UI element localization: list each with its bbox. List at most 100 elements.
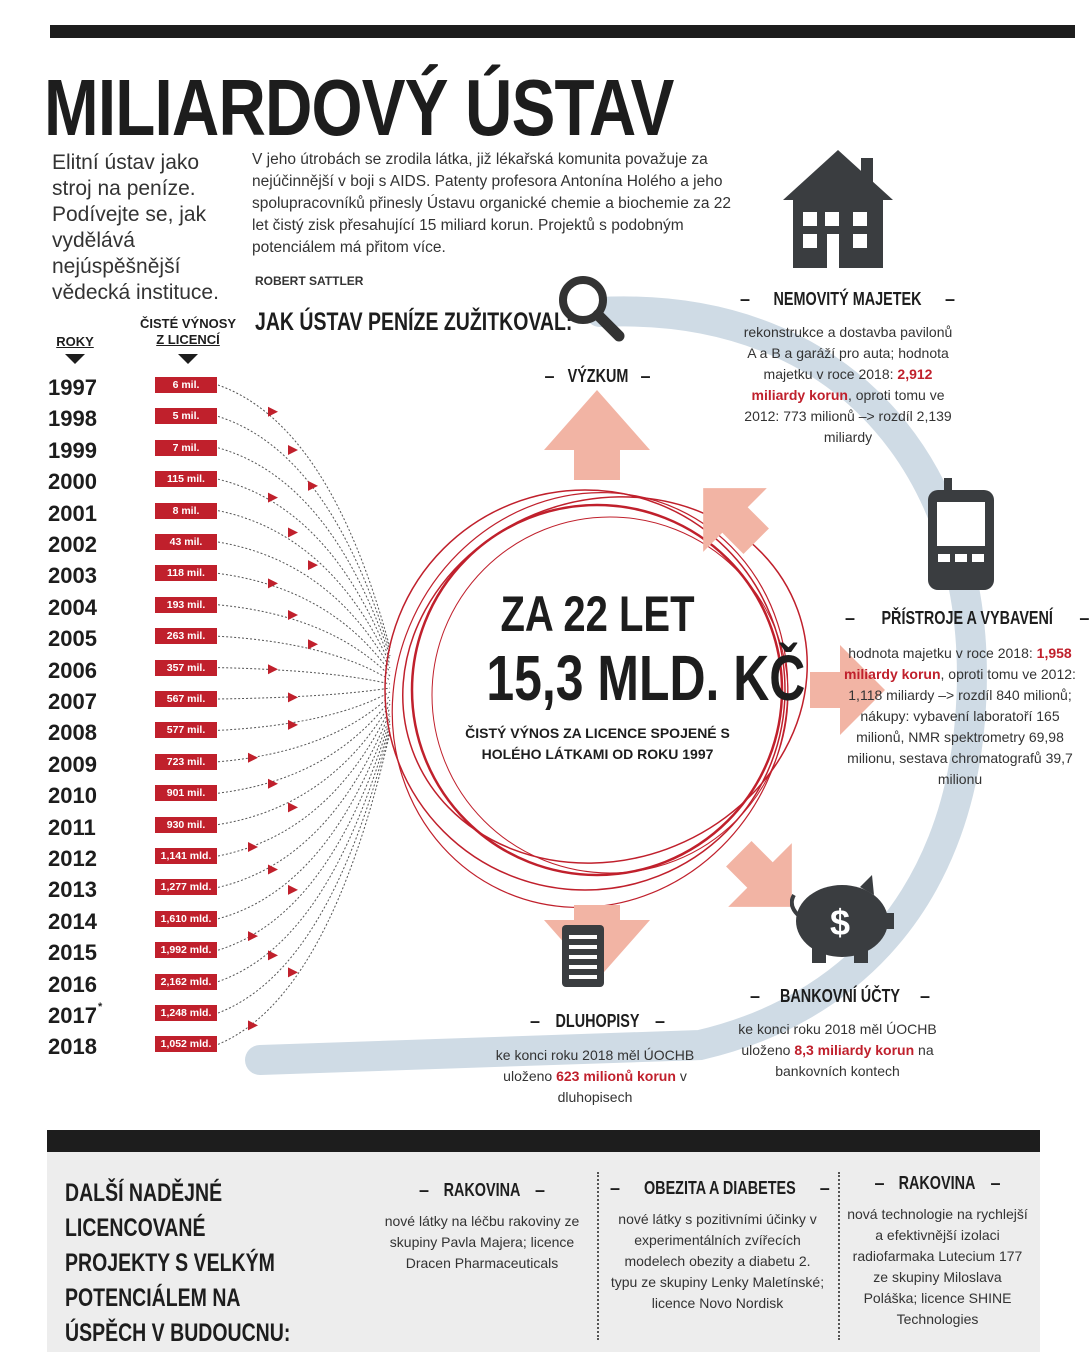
project-card: – RAKOVINA – nová technologie na rychlej…: [845, 1173, 1030, 1330]
year-label: 2005: [48, 626, 97, 652]
house-icon: [783, 150, 893, 268]
income-value-tag: 43 mil.: [155, 534, 217, 550]
bottom-panel: [47, 1152, 1040, 1352]
year-label: 2013: [48, 877, 97, 903]
flow-graphic: [217, 296, 987, 1075]
years-column-header: ROKY: [44, 334, 106, 350]
equipment-highlight: 1,958 miliardy korun: [844, 645, 1072, 682]
connector-arrowhead: [288, 719, 298, 730]
income-value-tag: 930 mil.: [155, 816, 217, 833]
connector-arrowhead: [288, 609, 298, 620]
income-value-tag: 8 mil.: [155, 502, 217, 519]
years-down-arrow-icon: [65, 354, 85, 364]
top-rule: [50, 25, 1075, 38]
income-value-tag: 1,141 mld.: [155, 848, 217, 864]
income-value-tag: 1,248 mld.: [155, 1005, 217, 1021]
years-label: ROKY: [56, 334, 94, 349]
equipment-body-text-a: hodnota majetku v roce 2018:: [848, 645, 1033, 661]
year-label: 2018: [48, 1034, 97, 1060]
bank-body-text-a: ke konci roku 2018 měl ÚOCHB uloženo: [738, 1021, 937, 1058]
bank-title: – BANKOVNÍ ÚČTY –: [749, 986, 931, 1006]
year-label: 2011: [48, 814, 96, 840]
income-value-tag: 193 mil.: [155, 596, 217, 613]
project-divider: [597, 1172, 599, 1340]
year-label: 1999: [48, 437, 97, 463]
equipment-body: hodnota majetku v roce 2018: 1,958 milia…: [840, 643, 1080, 790]
connector-arrowhead: [288, 692, 298, 703]
year-label: 2006: [48, 657, 97, 683]
property-highlight: 2,912 miliardy korun: [751, 366, 933, 403]
year-label: 2014: [48, 908, 97, 934]
connector-arrowhead: [288, 802, 298, 813]
bank-body-text-b: na bankovních kontech: [775, 1042, 934, 1079]
author-byline: ROBERT SATTLER: [255, 274, 364, 288]
bonds-title: – DLUHOPISY –: [529, 1011, 666, 1031]
income-value-tag: 6 mil.: [155, 377, 217, 393]
phone-icon: [928, 478, 994, 590]
bank-highlight: 8,3 miliardy korun: [794, 1042, 915, 1058]
connector-line: [217, 691, 391, 731]
bonds-highlight: 623 milionů korun: [556, 1068, 676, 1084]
connector-line: [217, 510, 391, 665]
income-value-tag: 2,162 mld.: [155, 973, 217, 990]
connector-arrowhead: [268, 578, 278, 589]
year-label: 2002: [48, 532, 97, 557]
equipment-title: – PŘÍSTROJE A VYBAVENÍ –: [845, 608, 1090, 628]
property-title: – NEMOVITÝ MAJETEK –: [740, 289, 956, 309]
connector-line: [217, 727, 391, 1014]
center-circles: [384, 489, 808, 909]
equipment-title-text: PŘÍSTROJE A VYBAVENÍ: [881, 608, 1053, 628]
project-body: nové látky na léčbu rakoviny ze skupiny …: [384, 1213, 580, 1271]
connector-arrowhead: [268, 778, 278, 789]
income-down-arrow-icon: [178, 354, 198, 364]
property-body-text-a: rekonstrukce a dostavba pavilonů A a B a…: [743, 324, 953, 382]
section-heading: JAK ÚSTAV PENÍZE ZUŽITKOVAL:: [255, 308, 573, 336]
income-value-tag: 1,052 mld.: [155, 1036, 217, 1053]
connector-line: [217, 447, 391, 657]
connector-arrowhead: [268, 492, 278, 503]
connector-line: [217, 384, 391, 649]
connector-arrowhead: [288, 967, 298, 978]
connector-arrowhead: [268, 864, 278, 875]
income-value-tag: 577 mil.: [155, 722, 217, 739]
connector-line: [217, 478, 391, 661]
year-label: 2009: [48, 751, 97, 777]
center-period: ZA 22 LET: [500, 586, 695, 642]
connector-arrowhead: [248, 841, 258, 852]
connector-arrowhead: [248, 1020, 258, 1031]
connector-arrowhead: [288, 527, 298, 538]
bank-body: ke konci roku 2018 měl ÚOCHB uloženo 8,3…: [730, 1019, 945, 1082]
income-value-tag: 723 mil.: [155, 753, 217, 770]
connector-line: [217, 703, 391, 826]
connector-arrowhead: [308, 639, 318, 650]
equipment-body-text-b: , oproti tomu ve 2012: 1,118 miliardy –>…: [847, 666, 1076, 787]
piggy-bank-icon: $: [790, 875, 894, 963]
connector-arrowhead: [268, 664, 278, 675]
project-title: RAKOVINA: [899, 1173, 976, 1193]
income-label-2: Z LICENCÍ: [156, 332, 220, 347]
bonds-body-text-a: ke konci roku 2018 měl ÚOCHB uloženo: [495, 1047, 695, 1084]
income-value-tag: 118 mil.: [155, 565, 217, 582]
connector-line: [217, 699, 391, 794]
connector-line: [217, 715, 391, 920]
center-summary: ZA 22 LET 15,3 MLD. KČ ČISTÝ VÝNOS ZA LI…: [455, 585, 805, 765]
connector-line: [217, 667, 391, 685]
income-label-1: ČISTÉ VÝNOSY: [139, 316, 237, 331]
year-label: 2001: [48, 500, 97, 526]
connector-line: [217, 723, 391, 983]
document-icon: [562, 925, 604, 987]
connector-arrowhead: [308, 560, 318, 571]
connector-arrowhead: [268, 950, 278, 961]
connector-line: [217, 695, 391, 763]
magnifier-icon: [559, 276, 625, 342]
bonds-title-text: DLUHOPISY: [555, 1011, 640, 1031]
connector-arrowhead: [308, 480, 318, 491]
research-title: – VÝZKUM –: [544, 366, 651, 386]
bottom-heading: DALŠÍ NADĚJNÉ LICENCOVANÉ PROJEKTY S VEL…: [65, 1179, 291, 1347]
connector-line: [217, 541, 391, 669]
year-label: 2007: [48, 689, 97, 714]
property-title-text: NEMOVITÝ MAJETEK: [773, 289, 922, 309]
year-label: 1998: [48, 406, 97, 432]
income-value-tag: 115 mil.: [155, 471, 217, 488]
center-caption: ČISTÝ VÝNOS ZA LICENCE SPOJENÉ S HOLÉHO …: [465, 725, 730, 762]
